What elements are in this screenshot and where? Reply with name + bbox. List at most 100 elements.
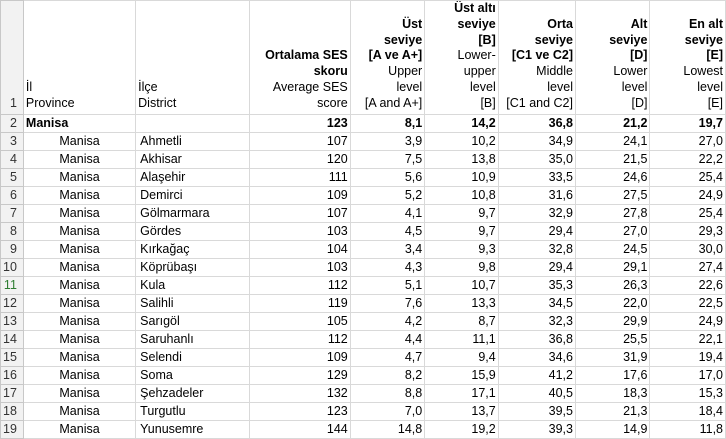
- cell-lowest[interactable]: 19,7: [649, 113, 726, 133]
- header-ses[interactable]: Ortalama SES skoru Average SES score: [249, 0, 351, 115]
- cell-ses-score[interactable]: 120: [249, 149, 351, 169]
- cell-province[interactable]: Manisa: [22, 329, 137, 349]
- cell-lower-upper[interactable]: 19,2: [424, 419, 499, 439]
- cell-lowest[interactable]: 24,9: [649, 185, 726, 205]
- cell-lower[interactable]: 25,5: [574, 329, 651, 349]
- cell-district[interactable]: Yunusemre: [135, 419, 251, 439]
- row-header[interactable]: 17: [0, 383, 24, 403]
- cell-upper[interactable]: 4,5: [349, 221, 426, 241]
- row-header[interactable]: 9: [0, 239, 24, 259]
- cell-upper[interactable]: 7,6: [349, 293, 426, 313]
- cell-ses-score[interactable]: 109: [249, 185, 351, 205]
- cell-ses-score[interactable]: 105: [249, 311, 351, 331]
- cell-ses-score[interactable]: 123: [249, 401, 351, 421]
- cell-district[interactable]: Akhisar: [135, 149, 251, 169]
- cell-district[interactable]: Saruhanlı: [135, 329, 251, 349]
- cell-upper[interactable]: 8,1: [349, 113, 426, 133]
- cell-lower-upper[interactable]: 17,1: [424, 383, 499, 403]
- row-header[interactable]: 10: [0, 257, 24, 277]
- cell-ses-score[interactable]: 112: [249, 329, 351, 349]
- cell-lower-upper[interactable]: 9,7: [424, 221, 499, 241]
- cell-lower-upper[interactable]: 11,1: [424, 329, 499, 349]
- row-header[interactable]: 11: [0, 275, 24, 295]
- cell-lowest[interactable]: 27,0: [649, 131, 726, 151]
- cell-ses-score[interactable]: 104: [249, 239, 351, 259]
- cell-district[interactable]: [135, 113, 251, 133]
- cell-upper[interactable]: 5,2: [349, 185, 426, 205]
- cell-lower[interactable]: 27,5: [574, 185, 651, 205]
- cell-ses-score[interactable]: 129: [249, 365, 351, 385]
- cell-district[interactable]: Sarıgöl: [135, 311, 251, 331]
- cell-ses-score[interactable]: 123: [249, 113, 351, 133]
- cell-lower[interactable]: 24,5: [574, 239, 651, 259]
- row-header[interactable]: 14: [0, 329, 24, 349]
- cell-lower-upper[interactable]: 8,7: [424, 311, 499, 331]
- cell-lower[interactable]: 17,6: [574, 365, 651, 385]
- cell-province[interactable]: Manisa: [22, 419, 137, 439]
- cell-lower-upper[interactable]: 9,8: [424, 257, 499, 277]
- cell-district[interactable]: Demirci: [135, 185, 251, 205]
- cell-lowest[interactable]: 24,9: [649, 311, 726, 331]
- cell-upper[interactable]: 3,9: [349, 131, 426, 151]
- header-lowest[interactable]: En alt seviye [E] Lowest level [E]: [649, 0, 726, 115]
- cell-lower-upper[interactable]: 9,3: [424, 239, 499, 259]
- cell-lower[interactable]: 14,9: [574, 419, 651, 439]
- cell-province[interactable]: Manisa: [22, 185, 137, 205]
- cell-lowest[interactable]: 30,0: [649, 239, 726, 259]
- cell-middle[interactable]: 31,6: [497, 185, 576, 205]
- cell-middle[interactable]: 32,9: [497, 203, 576, 223]
- cell-ses-score[interactable]: 111: [249, 167, 351, 187]
- cell-upper[interactable]: 3,4: [349, 239, 426, 259]
- cell-lowest[interactable]: 25,4: [649, 203, 726, 223]
- header-lower[interactable]: Alt seviye [D] Lower level [D]: [574, 0, 651, 115]
- cell-lower[interactable]: 26,3: [574, 275, 651, 295]
- cell-upper[interactable]: 14,8: [349, 419, 426, 439]
- cell-lowest[interactable]: 25,4: [649, 167, 726, 187]
- cell-middle[interactable]: 36,8: [497, 113, 576, 133]
- cell-district[interactable]: Kula: [135, 275, 251, 295]
- cell-province[interactable]: Manisa: [22, 221, 137, 241]
- cell-middle[interactable]: 32,8: [497, 239, 576, 259]
- row-header[interactable]: 12: [0, 293, 24, 313]
- cell-ses-score[interactable]: 103: [249, 221, 351, 241]
- cell-province[interactable]: Manisa: [22, 311, 137, 331]
- row-header[interactable]: 5: [0, 167, 24, 187]
- cell-ses-score[interactable]: 119: [249, 293, 351, 313]
- cell-middle[interactable]: 35,0: [497, 149, 576, 169]
- cell-middle[interactable]: 41,2: [497, 365, 576, 385]
- cell-middle[interactable]: 39,3: [497, 419, 576, 439]
- cell-lower[interactable]: 31,9: [574, 347, 651, 367]
- cell-province[interactable]: Manisa: [22, 347, 137, 367]
- cell-upper[interactable]: 5,6: [349, 167, 426, 187]
- row-header[interactable]: 3: [0, 131, 24, 151]
- cell-district[interactable]: Turgutlu: [135, 401, 251, 421]
- cell-lower[interactable]: 18,3: [574, 383, 651, 403]
- cell-province[interactable]: Manisa: [22, 149, 137, 169]
- cell-upper[interactable]: 7,5: [349, 149, 426, 169]
- cell-middle[interactable]: 34,5: [497, 293, 576, 313]
- cell-lower-upper[interactable]: 10,8: [424, 185, 499, 205]
- cell-lowest[interactable]: 22,6: [649, 275, 726, 295]
- cell-province[interactable]: Manisa: [22, 203, 137, 223]
- row-header[interactable]: 8: [0, 221, 24, 241]
- cell-middle[interactable]: 40,5: [497, 383, 576, 403]
- cell-middle[interactable]: 39,5: [497, 401, 576, 421]
- cell-middle[interactable]: 34,9: [497, 131, 576, 151]
- cell-middle[interactable]: 36,8: [497, 329, 576, 349]
- row-header[interactable]: 1: [0, 0, 24, 115]
- row-header[interactable]: 4: [0, 149, 24, 169]
- cell-district[interactable]: Şehzadeler: [135, 383, 251, 403]
- header-middle[interactable]: Orta seviye [C1 ve C2] Middle level [C1 …: [497, 0, 576, 115]
- cell-ses-score[interactable]: 144: [249, 419, 351, 439]
- cell-upper[interactable]: 7,0: [349, 401, 426, 421]
- cell-ses-score[interactable]: 107: [249, 131, 351, 151]
- cell-middle[interactable]: 35,3: [497, 275, 576, 295]
- cell-lower[interactable]: 21,2: [574, 113, 651, 133]
- cell-lower-upper[interactable]: 10,9: [424, 167, 499, 187]
- row-header[interactable]: 13: [0, 311, 24, 331]
- cell-ses-score[interactable]: 132: [249, 383, 351, 403]
- cell-lower-upper[interactable]: 9,7: [424, 203, 499, 223]
- cell-upper[interactable]: 8,8: [349, 383, 426, 403]
- row-header[interactable]: 16: [0, 365, 24, 385]
- cell-lower-upper[interactable]: 13,3: [424, 293, 499, 313]
